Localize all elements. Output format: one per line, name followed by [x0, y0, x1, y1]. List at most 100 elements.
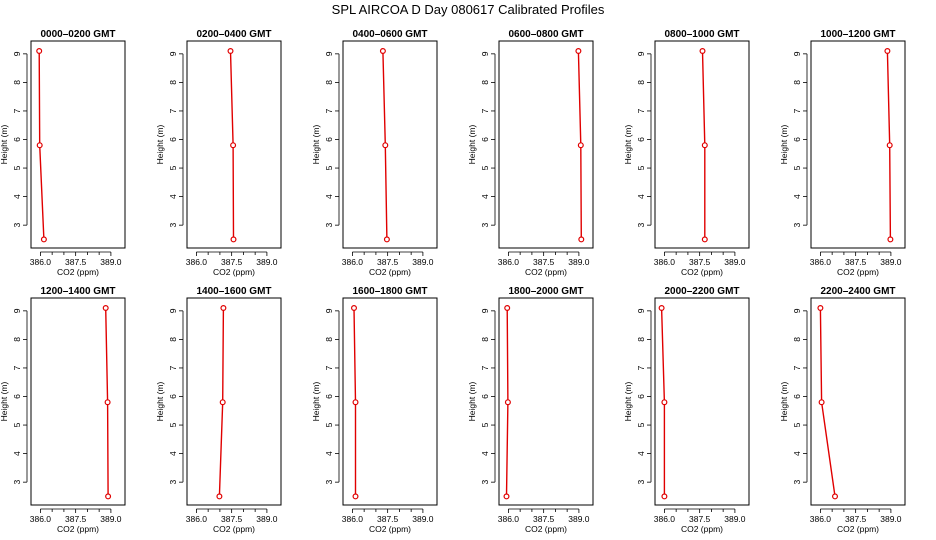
data-point	[817, 305, 824, 312]
x-axis-label: CO2 (ppm)	[213, 267, 255, 277]
data-point	[105, 493, 112, 500]
x-axis-label: CO2 (ppm)	[837, 524, 879, 534]
y-tick-label: 9	[480, 51, 490, 56]
y-axis-label: Height (m)	[623, 382, 633, 422]
y-tick-label: 5	[168, 165, 178, 170]
y-axis: 3 4 5 6 7 8 9 Height (m)	[467, 51, 496, 228]
data-point	[379, 47, 386, 54]
y-tick-label: 8	[324, 80, 334, 85]
panel-title: 2000–2200 GMT	[664, 286, 739, 297]
x-axis-label: CO2 (ppm)	[57, 524, 99, 534]
y-tick-label: 5	[12, 422, 22, 427]
x-tick-label: 386.0	[342, 514, 364, 524]
y-axis: 3 4 5 6 7 8 9 Height (m)	[0, 308, 28, 485]
y-axis-label: Height (m)	[311, 125, 321, 165]
x-tick-label: 389.0	[724, 514, 746, 524]
panel-title: 0800–1000 GMT	[664, 29, 739, 40]
x-axis-label: CO2 (ppm)	[837, 267, 879, 277]
x-tick-label: 389.0	[412, 257, 434, 267]
y-axis-label: Height (m)	[467, 382, 477, 422]
y-tick-label: 4	[636, 194, 646, 199]
y-axis: 3 4 5 6 7 8 9 Height (m)	[311, 308, 340, 485]
y-tick-label: 3	[168, 480, 178, 485]
plot-frame	[186, 40, 282, 249]
plot-frame	[342, 40, 438, 249]
x-axis-label: CO2 (ppm)	[369, 524, 411, 534]
data-point	[661, 399, 668, 406]
y-tick-label: 7	[480, 365, 490, 370]
panel-title: 2200–2400 GMT	[820, 286, 895, 297]
panel-title: 1200–1400 GMT	[40, 286, 115, 297]
y-axis: 3 4 5 6 7 8 9 Height (m)	[0, 51, 28, 228]
x-tick-label: 389.0	[568, 514, 590, 524]
y-tick-label: 8	[12, 337, 22, 342]
data-point	[886, 142, 893, 149]
y-tick-label: 9	[636, 51, 646, 56]
data-point	[701, 236, 708, 243]
y-tick-label: 7	[168, 108, 178, 113]
y-tick-label: 5	[12, 165, 22, 170]
y-tick-label: 5	[480, 165, 490, 170]
x-tick-label: 389.0	[100, 257, 122, 267]
x-tick-label: 386.0	[342, 257, 364, 267]
y-tick-label: 4	[636, 451, 646, 456]
y-tick-label: 7	[792, 108, 802, 113]
x-tick-label: 386.0	[810, 257, 832, 267]
y-tick-label: 6	[792, 137, 802, 142]
x-axis-label: CO2 (ppm)	[369, 267, 411, 277]
y-tick-label: 7	[636, 365, 646, 370]
x-tick-label: 386.0	[30, 514, 52, 524]
y-tick-label: 4	[792, 194, 802, 199]
data-point	[383, 236, 390, 243]
plot-frame	[30, 297, 126, 506]
y-tick-label: 9	[792, 308, 802, 313]
data-point	[578, 236, 585, 243]
y-tick-label: 9	[168, 308, 178, 313]
plot-frame	[498, 40, 594, 249]
panel-title: 0000–0200 GMT	[40, 29, 115, 40]
data-point	[575, 47, 582, 54]
y-tick-label: 3	[480, 223, 490, 228]
data-point	[351, 305, 358, 312]
y-tick-label: 7	[792, 365, 802, 370]
data-point	[230, 236, 237, 243]
x-axis-label: CO2 (ppm)	[681, 267, 723, 277]
y-axis: 3 4 5 6 7 8 9 Height (m)	[467, 308, 496, 485]
plot-frame	[810, 40, 906, 249]
y-tick-label: 4	[324, 194, 334, 199]
y-tick-label: 6	[168, 394, 178, 399]
y-tick-label: 9	[12, 51, 22, 56]
panel-title: 1800–2000 GMT	[508, 286, 583, 297]
data-point	[887, 236, 894, 243]
x-tick-label: 386.0	[498, 257, 520, 267]
y-tick-label: 4	[168, 194, 178, 199]
y-tick-label: 5	[636, 422, 646, 427]
y-tick-label: 6	[12, 137, 22, 142]
y-tick-label: 6	[12, 394, 22, 399]
plot-frame	[342, 297, 438, 506]
data-point	[36, 142, 43, 149]
y-tick-label: 7	[480, 108, 490, 113]
data-point	[661, 493, 668, 500]
y-axis: 3 4 5 6 7 8 9 Height (m)	[155, 51, 184, 228]
plot-frame	[810, 297, 906, 506]
y-axis-label: Height (m)	[0, 125, 9, 165]
y-tick-label: 4	[12, 194, 22, 199]
